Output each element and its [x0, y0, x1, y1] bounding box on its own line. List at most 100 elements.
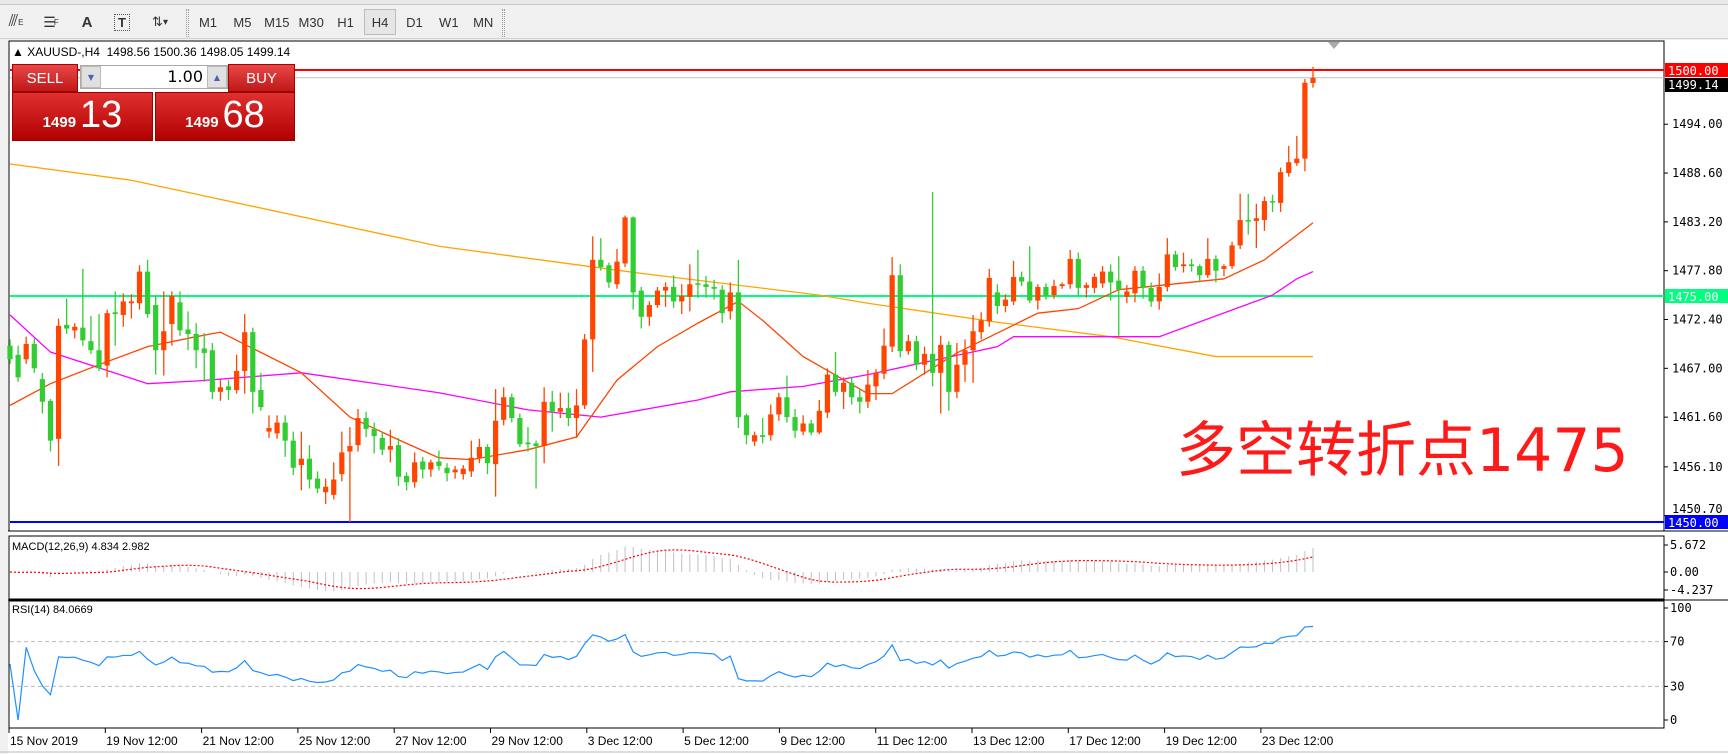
candle: [403, 472, 410, 491]
candle-body: [703, 284, 709, 287]
candle: [217, 379, 224, 401]
indicators-icon[interactable]: ⫻ E: [8, 13, 24, 30]
candle-body: [1237, 220, 1243, 246]
top-toolbar-strip: [0, 0, 1728, 5]
candle: [436, 450, 442, 471]
candle: [1253, 203, 1259, 249]
sell-price-button[interactable]: 1499 13: [12, 92, 153, 141]
candle: [751, 431, 758, 447]
decrease-lots-button[interactable]: ▼: [81, 66, 101, 88]
lot-size-stepper[interactable]: ▼ 1.00 ▲: [80, 65, 228, 89]
candle-body: [1164, 254, 1170, 287]
candle-body: [970, 331, 976, 351]
chart-shift-marker-icon[interactable]: [1328, 42, 1340, 49]
arrows-icon[interactable]: ⇅ ▾: [152, 14, 168, 29]
text-label-icon[interactable]: T: [108, 9, 136, 35]
timeframe-mn[interactable]: MN: [473, 14, 494, 30]
candle-body: [1002, 299, 1009, 306]
increase-lots-button[interactable]: ▲: [207, 66, 227, 88]
candle: [314, 471, 321, 494]
moving-average-line-3: [9, 222, 1314, 461]
candle: [1019, 271, 1025, 287]
candle-body: [323, 486, 329, 493]
candle: [484, 444, 491, 475]
sell-button[interactable]: SELL: [12, 64, 78, 92]
candle: [614, 248, 620, 289]
lot-size-input[interactable]: 1.00: [167, 67, 203, 86]
candle: [1180, 252, 1187, 273]
macd-label: MACD(12,26,9) 4.834 2.982: [12, 541, 150, 553]
candle-body: [662, 286, 669, 291]
timeframe-w1[interactable]: W1: [439, 14, 459, 30]
timeframe-m15[interactable]: M15: [264, 14, 290, 30]
candle: [444, 463, 450, 482]
candle: [889, 257, 895, 353]
macd-pane-frame: [8, 535, 1665, 600]
candle-body: [582, 339, 588, 406]
candle: [96, 314, 102, 372]
time-axis-label: 25 Nov 12:00: [299, 734, 371, 748]
candle: [1148, 282, 1154, 307]
candle: [582, 333, 588, 409]
candle-body: [1059, 284, 1065, 287]
buy-button[interactable]: BUY: [228, 64, 295, 92]
candle-body: [1116, 280, 1122, 290]
candle: [978, 312, 984, 340]
candle-body: [144, 271, 151, 315]
candle: [331, 462, 337, 500]
candle: [1197, 264, 1203, 283]
price-tick-label: 1461.60: [1672, 410, 1723, 424]
candle-body: [31, 343, 37, 369]
ohlc-close: 1499.14: [246, 45, 291, 59]
candle-body: [72, 326, 78, 331]
text-icon[interactable]: A: [81, 13, 93, 31]
candle: [1229, 241, 1235, 269]
moving-average-line-2: [9, 270, 1314, 418]
candle-body: [209, 350, 215, 392]
candle-body: [606, 265, 612, 283]
timeframe-m5[interactable]: M5: [233, 14, 252, 30]
time-axis-label: 19 Dec 12:00: [1166, 734, 1238, 748]
candle: [703, 276, 709, 298]
candle-body: [889, 275, 895, 347]
candle-body: [1091, 277, 1098, 288]
buy-price-major: 1499: [185, 114, 219, 131]
buy-price-button[interactable]: 1499 68: [155, 92, 295, 141]
candle: [395, 437, 402, 486]
candle-body: [104, 313, 110, 366]
candle-body: [687, 284, 693, 297]
symbol-name: XAUUSD-,H4: [27, 45, 100, 59]
candle-body: [509, 397, 515, 419]
candle-body: [986, 277, 992, 322]
candle-body: [743, 415, 750, 436]
candle: [970, 314, 976, 383]
candle-body: [217, 387, 224, 392]
candle-body: [153, 305, 159, 351]
horizontal-line-price-label: 1475.00: [1668, 290, 1719, 304]
timeframe-h4[interactable]: H4: [364, 9, 396, 35]
timeframe-d1[interactable]: D1: [406, 14, 423, 30]
timeframe-m1[interactable]: M1: [198, 14, 218, 30]
candle: [501, 387, 507, 426]
candle: [153, 296, 159, 375]
candle: [492, 389, 499, 497]
candle-body: [1075, 258, 1081, 288]
candle-body: [1245, 220, 1251, 222]
candle-body: [136, 271, 143, 304]
candle-body: [501, 397, 507, 420]
candle-body: [379, 437, 385, 450]
candle: [921, 346, 928, 375]
candle-body: [387, 446, 393, 450]
timeframe-m30[interactable]: M30: [298, 14, 324, 30]
candle-body: [1067, 258, 1073, 285]
candle-body: [1156, 286, 1162, 302]
price-label-bg: [1665, 289, 1728, 303]
candle: [1067, 249, 1073, 289]
timeframe-h1[interactable]: H1: [337, 14, 354, 30]
collapse-triangle-icon[interactable]: ▲: [12, 45, 24, 59]
candle: [355, 409, 361, 452]
periodicity-icon[interactable]: ☰ F: [43, 13, 59, 30]
candle: [517, 413, 523, 447]
candle: [905, 334, 911, 355]
